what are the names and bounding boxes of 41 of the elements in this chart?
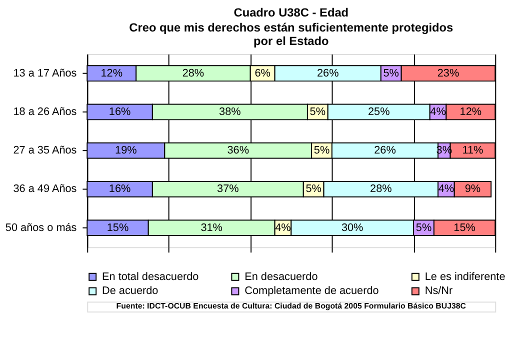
data-label: 5%	[383, 67, 400, 80]
legend-label: De acuerdo	[102, 285, 158, 298]
data-label: 16%	[108, 183, 131, 196]
data-label: 30%	[341, 222, 364, 234]
data-label: 4%	[438, 183, 454, 196]
chart-title: Cuadro U38C - Edad	[234, 5, 349, 20]
source-note: Fuente: IDCT-OCUB Encuesta de Cultura: Ciudad de Bogotá 2005 Formulario Básico BUJ38C	[116, 302, 466, 311]
data-label: 5%	[314, 144, 330, 157]
data-label: 19%	[115, 144, 138, 157]
data-label: 9%	[464, 183, 481, 196]
data-label: 16%	[108, 106, 131, 118]
legend-label: En total desacuerdo	[102, 270, 199, 283]
data-label: 12%	[460, 106, 482, 118]
data-label: 26%	[316, 67, 340, 80]
data-label: 28%	[182, 67, 204, 80]
legend-label: Completamente de acuerdo	[244, 285, 379, 298]
data-label: 28%	[370, 183, 392, 196]
chart-subtitle: Creo que mis derechos están suficientemente protegidos por el Estado	[129, 20, 454, 48]
y-tick-label: 18 a 26 Años	[13, 106, 78, 118]
data-label: 11%	[462, 144, 484, 157]
data-label: 6%	[254, 67, 271, 80]
data-label: 23%	[437, 67, 460, 80]
data-label: 15%	[454, 222, 476, 234]
data-label: 5%	[310, 106, 326, 118]
y-tick-label: 50 años o más	[5, 222, 78, 234]
data-label: 31%	[200, 222, 223, 234]
data-label: 38%	[219, 106, 242, 118]
data-label: 15%	[106, 222, 129, 234]
data-label: 5%	[416, 222, 432, 234]
data-label: 12%	[100, 67, 123, 80]
data-label: 36%	[227, 144, 250, 157]
legend-label: Ns/Nr	[424, 285, 454, 298]
y-tick-label: 36 a 49 Años	[13, 183, 78, 196]
legend-label: En desacuerdo	[244, 270, 318, 283]
data-label: 26%	[374, 144, 396, 157]
data-label: 37%	[217, 183, 240, 196]
legend-label: Le es indiferente	[424, 270, 506, 283]
data-label: 5%	[306, 183, 322, 196]
y-tick-label: 13 a 17 Años	[13, 67, 78, 80]
data-label: 25%	[368, 106, 390, 118]
y-tick-label: 27 a 35 Años	[13, 144, 78, 157]
